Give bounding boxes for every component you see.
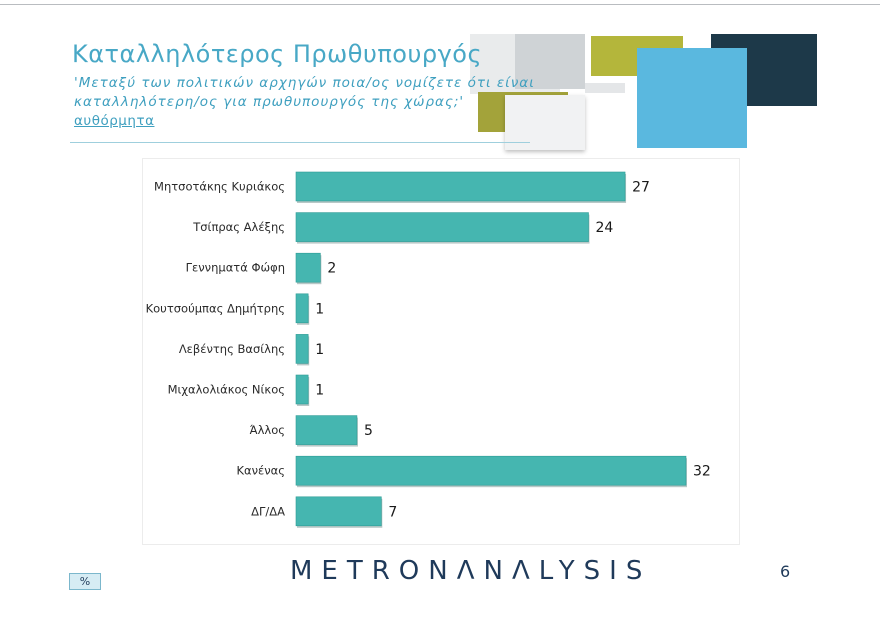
data-label: 1 [315,301,324,317]
bar [295,252,321,283]
data-label: 27 [632,180,650,196]
category-label: ΔΓ/ΔΑ [251,504,285,518]
slide-title: Καταλληλότερος Πρωθυπουργός [72,40,483,68]
category-label: Κανένας [236,464,285,478]
category-label: Γεννηματά Φώφη [186,261,285,275]
data-label: 7 [388,504,397,520]
top-rule [0,4,880,5]
question-line-2: καταλληλότερη/ος για πρωθυπουργός της χώ… [74,94,465,110]
decor-square [637,48,747,148]
bar [295,171,626,202]
bar [295,415,358,445]
bar [295,293,309,324]
data-label: 1 [315,383,324,399]
category-label: Μιχαλολιάκος Νίκος [168,383,285,397]
bar [295,496,382,527]
category-label: Άλλος [250,423,285,437]
question-note: αυθόρμητα [74,113,155,129]
data-label: 1 [315,342,324,358]
data-label: 5 [364,423,373,439]
data-label: 2 [327,261,336,277]
bar [295,334,309,364]
bar [295,455,687,486]
decor-square [585,83,625,93]
bar [295,212,589,242]
category-label: Τσίπρας Αλέξης [192,220,285,234]
data-label: 32 [693,464,711,480]
category-label: Λεβέντης Βασίλης [179,342,285,356]
slide-subtitle: 'Μεταξύ των πολιτικών αρχηγών ποια/ος νο… [74,74,535,131]
decor-square [758,108,817,130]
unit-badge: % [69,573,101,590]
decor-square [515,34,585,89]
page-number: 6 [780,562,791,581]
category-label: Κουτσούμπας Δημήτρης [146,301,285,315]
bar [295,374,309,405]
question-line-1: 'Μεταξύ των πολιτικών αρχηγών ποια/ος νο… [74,75,535,91]
brand-logo: METRONΛNΛLYSIS [290,556,652,586]
title-underline [70,142,530,143]
data-label: 24 [596,220,614,236]
decor-square [505,95,585,150]
category-label: Μητσοτάκης Κυριάκος [154,180,285,194]
